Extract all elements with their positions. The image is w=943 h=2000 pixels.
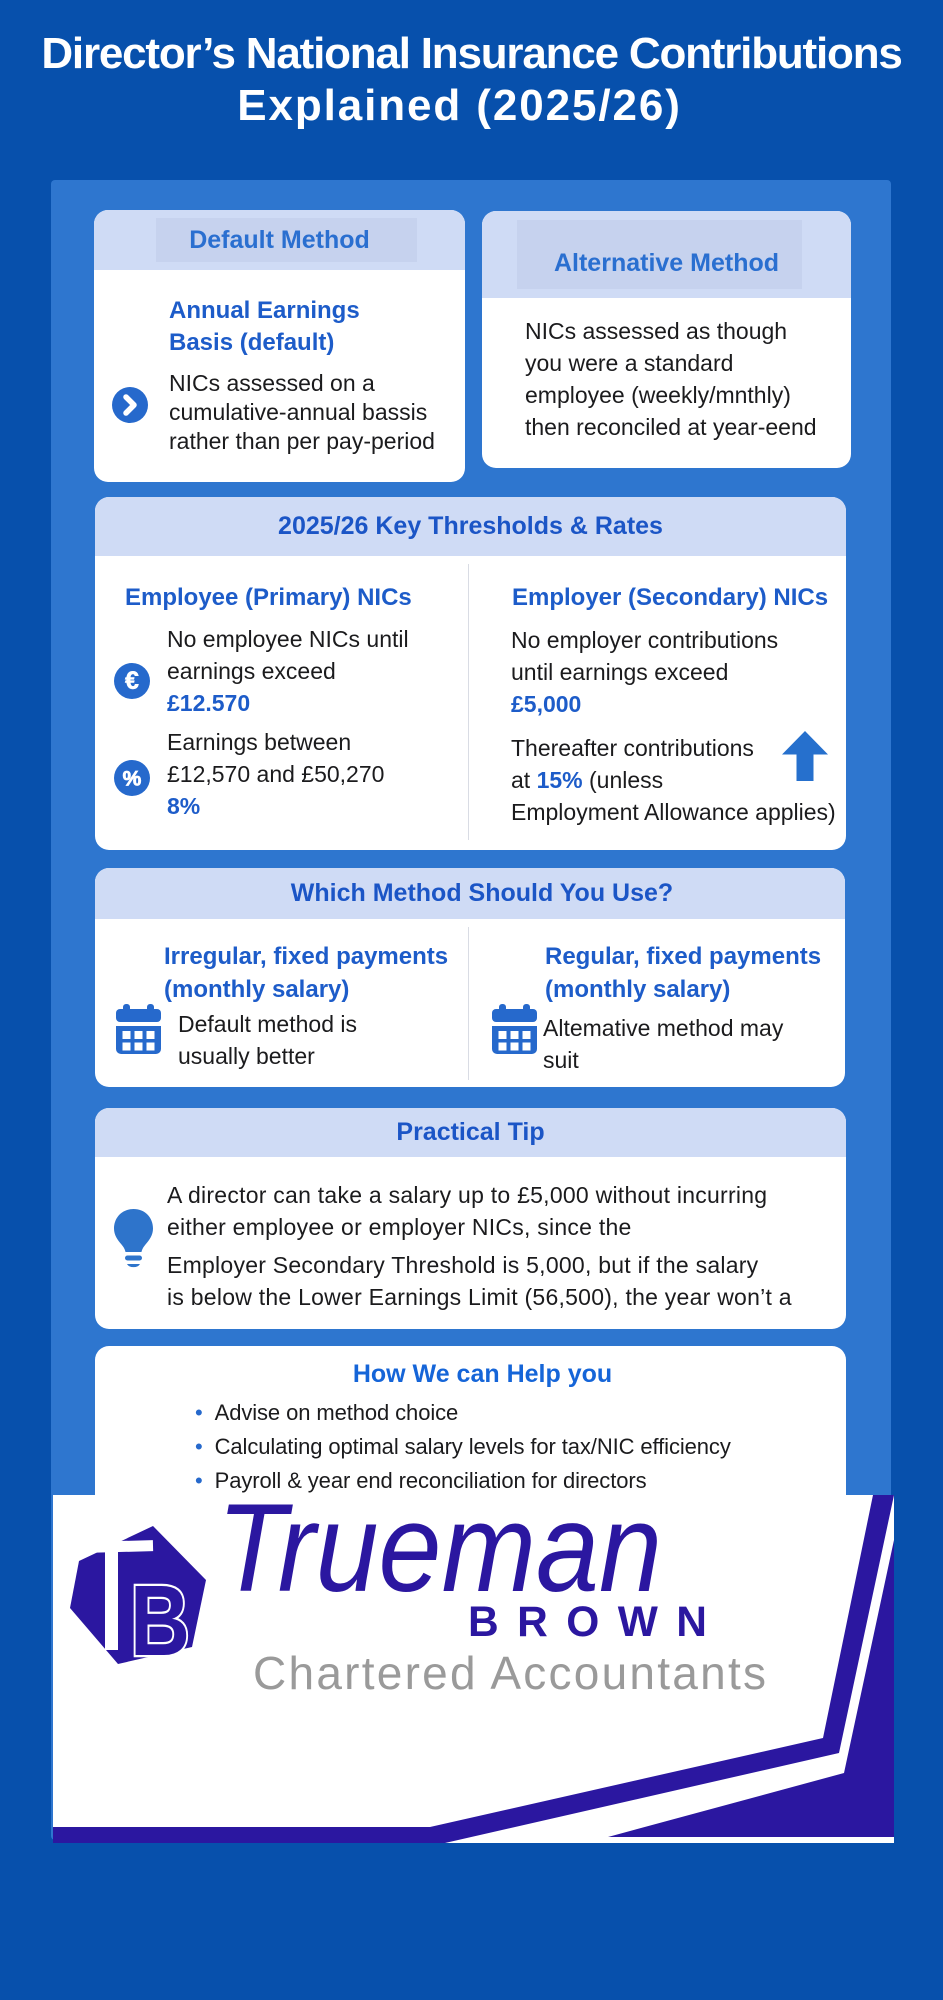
svg-text:Trueman: Trueman <box>217 1495 662 1618</box>
svg-text:€: € <box>125 667 139 695</box>
svg-text:B: B <box>130 1565 190 1677</box>
svg-text:%: % <box>123 768 142 791</box>
svg-text:Chartered Accountants: Chartered Accountants <box>253 1647 766 1699</box>
